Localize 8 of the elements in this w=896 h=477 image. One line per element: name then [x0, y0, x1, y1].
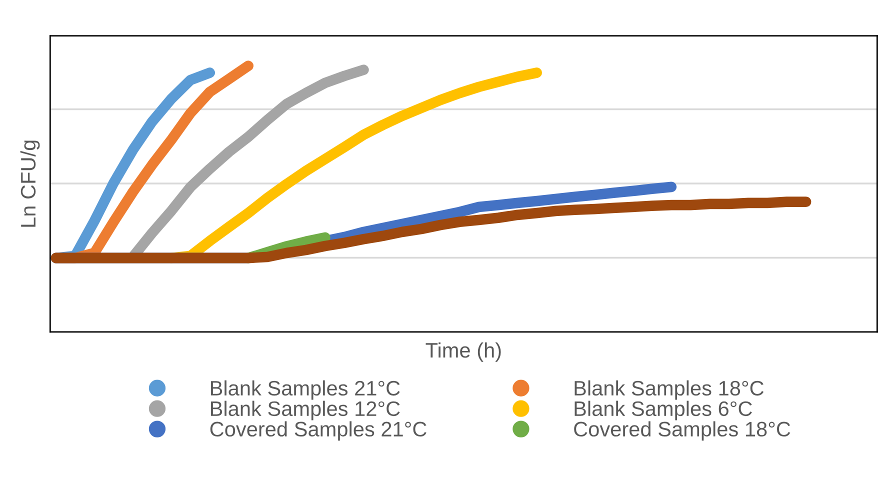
legend-label: Blank Samples 12°C: [211, 400, 400, 420]
y-axis-title: Ln CFU/g: [20, 140, 40, 227]
x-axis-title: Time (h): [426, 342, 501, 362]
legend-label: Blank Samples 18°C: [574, 380, 764, 400]
legend-label: Covered Samples 21°C: [210, 421, 426, 441]
legend-label: Covered Samples 18°C: [574, 421, 790, 441]
legend-label: Blank Samples 6°C: [574, 400, 752, 420]
legend-label: Blank Samples 21°C: [211, 380, 400, 400]
